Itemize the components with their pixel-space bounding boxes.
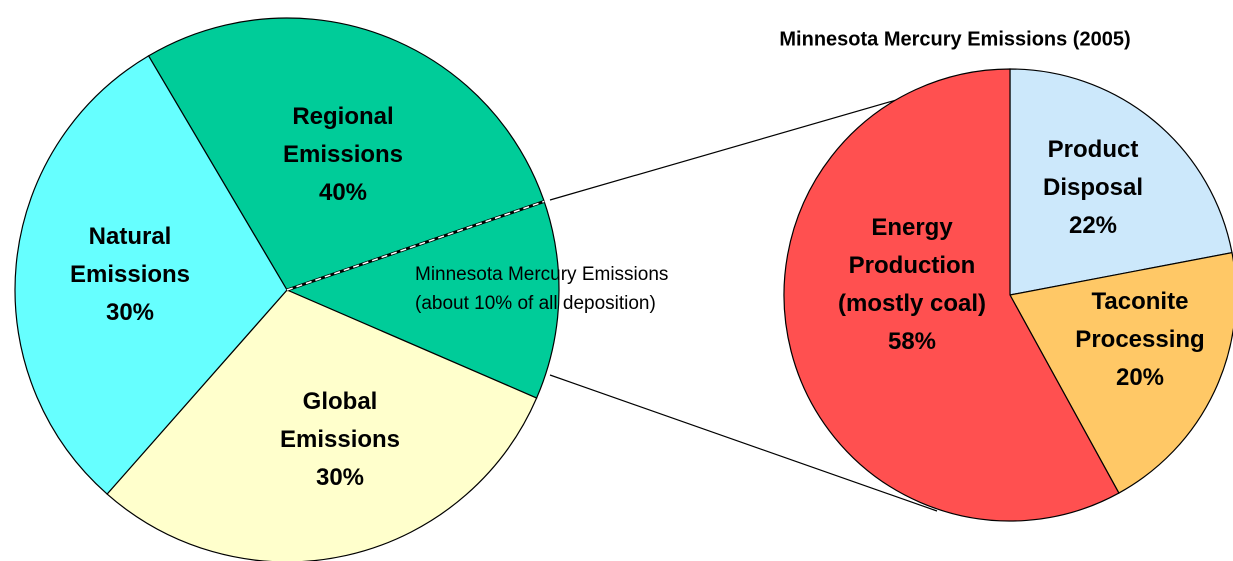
slice-label: Product Disposal 22% xyxy=(1043,131,1143,245)
category-label: Global Emissions xyxy=(279,388,401,453)
category-label: Taconite Processing xyxy=(1075,288,1205,353)
sub-slice-divider xyxy=(286,200,545,291)
pie-slice xyxy=(147,17,560,399)
value-label: 30% xyxy=(315,464,365,491)
annotation: Minnesota Mercury Emissions (about 10% o… xyxy=(415,264,669,314)
category-label: Energy Production (mostly coal) xyxy=(837,214,987,317)
value-label: 40% xyxy=(318,179,368,206)
pie-slice xyxy=(106,289,538,561)
value-label: 58% xyxy=(887,328,937,355)
value-label: 22% xyxy=(1068,212,1118,239)
category-label: Product Disposal xyxy=(1042,136,1144,201)
pie-slice xyxy=(1009,68,1233,296)
connector-line xyxy=(549,374,938,512)
slice-label: Natural Emissions 30% xyxy=(70,218,190,332)
chart-title: Minnesota Mercury Emissions (2005) xyxy=(779,28,1131,51)
slice-label: Regional Emissions 40% xyxy=(283,98,403,212)
pie-slice xyxy=(14,55,288,495)
value-label: 20% xyxy=(1115,364,1165,391)
pie-slice xyxy=(1009,251,1233,494)
slice-label: Energy Production (mostly coal) 58% xyxy=(838,209,986,361)
pie-slice xyxy=(783,68,1120,522)
category-label: Natural Emissions xyxy=(69,223,191,288)
slice-label: Global Emissions 30% xyxy=(280,383,400,497)
value-label: 30% xyxy=(105,299,155,326)
slice-label: Taconite Processing 20% xyxy=(1075,283,1204,397)
category-label: Regional Emissions xyxy=(282,103,404,168)
